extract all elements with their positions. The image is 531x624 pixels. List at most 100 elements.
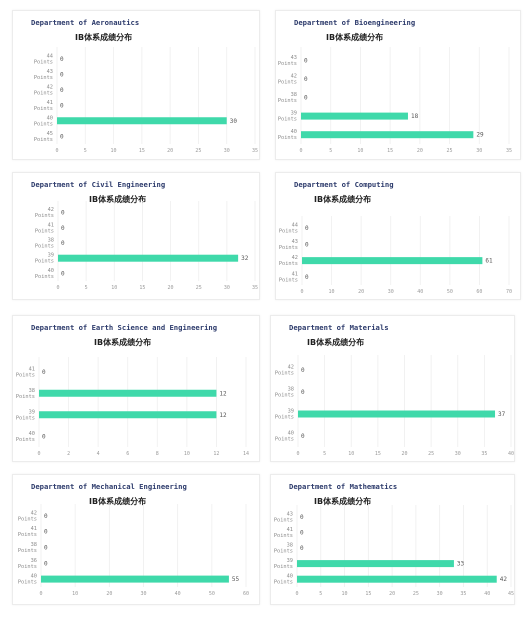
y-category-label: 39 Points [16,409,35,421]
x-tick-label: 5 [84,148,87,154]
bar-value-label: 0 [61,270,65,277]
x-tick-label: 35 [252,148,258,154]
x-tick-label: 4 [97,451,100,457]
chart-card-mathematics: Department of Mathematics IB体系成绩分布 0 5 10 15 2… [270,474,515,605]
x-tick-label: 20 [106,591,112,597]
x-tick-label: 10 [111,148,117,154]
x-tick-label: 0 [295,591,298,597]
chart-title: Department of Materials [289,323,389,332]
bar-value-label: 0 [305,241,309,248]
y-category-label: 40 Points [275,431,294,443]
x-tick-label: 30 [476,148,482,154]
x-tick-label: 30 [140,591,146,597]
x-tick-label: 10 [72,591,78,597]
y-category-label: 39 Points [275,409,294,421]
bar-value-label: 0 [304,57,308,64]
x-tick-label: 15 [387,148,393,154]
chart-subtitle: IB体系成绩分布 [314,195,372,204]
chart-title: Department of Aeronautics [31,18,140,27]
bar-value-label: 0 [301,367,305,374]
chart-subtitle: IB体系成绩分布 [326,33,384,42]
chart-card-mechanical-engineering: Department of Mechanical Engineering IB体系… [12,474,260,605]
x-tick-label: 30 [437,591,443,597]
bar-value-label: 18 [411,113,419,120]
x-tick-label: 45 [508,591,514,597]
y-category-label: 42 Points [275,365,294,377]
x-tick-label: 0 [39,591,42,597]
y-category-label: 36 Points [18,558,37,570]
bar-chart: 0 5 10 15 20 25 30 35 40 45 43 Points 0 41 Points 0 38 Po… [274,505,514,597]
y-category-label: 38 Points [16,388,35,400]
bar-chart: 0 2 4 6 8 10 12 14 41 Points 0 38 Points 12 39 Points 12… [16,357,249,457]
bar [41,575,229,583]
bar-value-label: 55 [232,576,240,583]
chart-title: Department of Mechanical Engineering [31,482,187,491]
y-category-label: 42 Points [35,207,54,219]
y-category-label: 39 Points [274,558,293,570]
y-category-label: 40 Points [18,574,37,586]
chart-title: Department of Bioengineering [294,18,416,27]
x-tick-label: 20 [168,285,174,291]
x-tick-label: 25 [413,591,419,597]
x-tick-label: 20 [358,289,364,295]
x-tick-label: 30 [388,289,394,295]
y-category-label: 41 Points [18,526,37,538]
bar-value-label: 0 [300,545,304,552]
bar-chart: 0 5 10 15 20 25 30 35 43 Points 0 42 Points 0 38 Points… [278,47,512,154]
bar [39,389,217,397]
bar-value-label: 0 [304,95,308,102]
y-category-label: 38 Points [274,543,293,555]
y-category-label: 45 Points [34,131,53,143]
x-tick-label: 40 [417,289,423,295]
chart-card-civil-engineering: Department of Civil Engineering IB体系成绩分布 0… [12,172,260,300]
bar [298,410,496,418]
x-tick-label: 25 [447,148,453,154]
x-tick-label: 2 [67,451,70,457]
y-category-label: 38 Points [278,92,297,104]
chart-title: Department of Civil Engineering [31,180,166,189]
y-category-label: 41 Points [16,366,35,378]
x-tick-label: 15 [365,591,371,597]
x-tick-label: 35 [460,591,466,597]
bar-value-label: 0 [42,369,46,376]
bar-value-label: 0 [44,560,48,567]
x-tick-label: 20 [417,148,423,154]
y-category-label: 43 Points [279,239,298,251]
x-tick-label: 5 [329,148,332,154]
x-tick-label: 5 [85,285,88,291]
chart-subtitle: IB体系成绩分布 [89,497,147,506]
x-tick-label: 6 [126,451,129,457]
bar-value-label: 0 [300,529,304,536]
x-tick-label: 35 [506,148,512,154]
x-tick-label: 15 [375,451,381,457]
chart-card-aeronautics: Department of Aeronautics IB体系成绩分布 0 5 10 15 2… [12,10,260,160]
y-category-label: 42 Points [279,255,298,267]
bar-value-label: 0 [60,133,64,140]
x-tick-label: 14 [243,451,249,457]
x-tick-label: 5 [319,591,322,597]
bar-value-label: 0 [42,433,46,440]
chart-title: Department of Earth Science and Engineer… [31,323,218,332]
bar-value-label: 32 [241,255,249,262]
x-tick-label: 40 [175,591,181,597]
y-category-label: 38 Points [35,238,54,250]
bar [302,257,483,265]
chart-subtitle: IB体系成绩分布 [94,338,152,347]
y-category-label: 40 Points [34,115,53,127]
x-tick-label: 20 [389,591,395,597]
x-tick-label: 60 [243,591,249,597]
bar-value-label: 42 [500,576,508,583]
chart-subtitle: IB体系成绩分布 [89,195,147,204]
y-category-label: 38 Points [18,542,37,554]
bar-chart: 0 5 10 15 20 25 30 35 44 Points 0 43 Points 0 42 Points… [34,47,258,154]
y-category-label: 43 Points [278,55,297,67]
x-tick-label: 40 [484,591,490,597]
x-tick-label: 40 [508,451,514,457]
x-tick-label: 10 [348,451,354,457]
x-tick-label: 15 [139,148,145,154]
x-tick-label: 35 [252,285,258,291]
bar-value-label: 37 [498,411,506,418]
y-category-label: 44 Points [279,223,298,235]
chart-title: Department of Computing [294,180,394,189]
x-tick-label: 70 [506,289,512,295]
